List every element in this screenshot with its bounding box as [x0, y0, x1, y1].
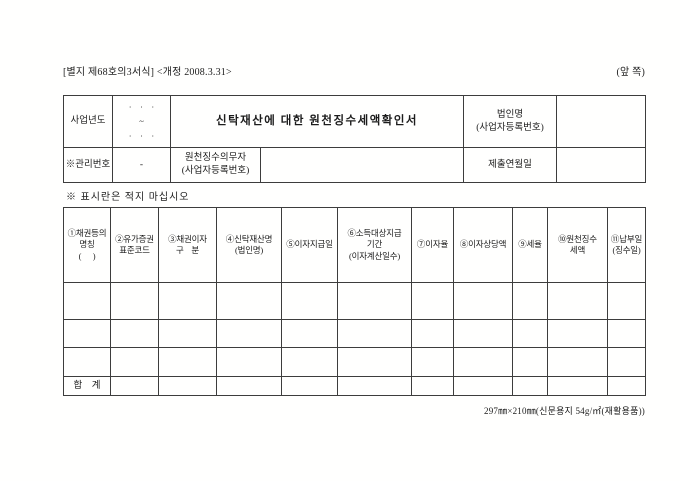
withholding-detail-table: ①채권등의 명칭 ( ) ②유가증권 표준코드 ③채권이자 구 분 ④신탁재산명… [63, 207, 646, 396]
cell-empty [337, 347, 412, 377]
cell-empty [281, 376, 338, 396]
col-header-security-code: ②유가증권 표준코드 [110, 207, 159, 283]
cell-empty [453, 319, 513, 348]
cell-empty [512, 282, 548, 320]
total-row-label: 합 계 [63, 376, 111, 396]
cell-empty [63, 347, 111, 377]
cell-empty [411, 282, 454, 320]
cell-empty [607, 376, 646, 396]
cell-empty [411, 347, 454, 377]
cell-empty [453, 282, 513, 320]
cell-empty [337, 319, 412, 348]
paper-spec-footer: 297㎜×210㎜(신문용지 54g/㎡(재활용품)) [484, 406, 645, 416]
info-row-mgmt-no: ※관리번호 - 원천징수의무자 (사업자등록번호) 제출연월일 [63, 147, 646, 183]
col-header-interest-payment-date: ⑤이자지급일 [281, 207, 338, 283]
cell-empty [63, 282, 111, 320]
withholding-agent-label: 원천징수의무자 (사업자등록번호) [170, 147, 261, 183]
cell-empty [411, 376, 454, 396]
cell-empty [547, 282, 608, 320]
col-header-interest-amount: ⑧이자상당액 [453, 207, 513, 283]
table-row [63, 282, 646, 320]
cell-empty [512, 376, 548, 396]
business-year-label: 사업년도 [63, 95, 113, 148]
cell-empty [281, 347, 338, 377]
cell-empty [337, 282, 412, 320]
form-title: 신탁재산에 대한 원천징수세액확인서 [170, 95, 464, 148]
cell-empty [110, 319, 159, 348]
col-header-tax-rate: ⑨세율 [512, 207, 548, 283]
corp-name-value [556, 95, 646, 148]
cell-empty [110, 376, 159, 396]
cell-empty [158, 376, 217, 396]
form-reference: [별지 제68호의3서식] <개정 2008.3.31> [63, 67, 232, 78]
cell-empty [216, 347, 282, 377]
submission-date-label: 제출연월일 [463, 147, 557, 183]
cell-empty [281, 282, 338, 320]
col-header-interest-rate: ⑦이자율 [411, 207, 454, 283]
detail-header-row: ①채권등의 명칭 ( ) ②유가증권 표준코드 ③채권이자 구 분 ④신탁재산명… [63, 207, 646, 283]
note-do-not-write: ※ 표시란은 적지 마십시오 [66, 192, 190, 203]
col-header-income-period: ⑥소득대상지급 기간 (이자계산일수) [337, 207, 412, 283]
mgmt-no-label: ※관리번호 [63, 147, 113, 183]
table-row [63, 319, 646, 348]
info-row-business-year: 사업년도 · · · ~ · · · 신탁재산에 대한 원천징수세액확인서 법인… [63, 95, 646, 148]
col-header-bond-interest-type: ③채권이자 구 분 [158, 207, 217, 283]
cell-empty [453, 376, 513, 396]
col-header-bond-name: ①채권등의 명칭 ( ) [63, 207, 111, 283]
cell-empty [547, 376, 608, 396]
col-header-withholding-tax: ⑩원천징수 세액 [547, 207, 608, 283]
col-header-trust-property-name: ④신탁재산명 (법인명) [216, 207, 282, 283]
page-side-label: (앞 쪽) [616, 67, 645, 78]
cell-empty [512, 319, 548, 348]
mgmt-no-value: - [112, 147, 171, 183]
corp-name-label: 법인명 (사업자등록번호) [463, 95, 557, 148]
cell-empty [216, 282, 282, 320]
cell-empty [607, 319, 646, 348]
cell-empty [512, 347, 548, 377]
cell-empty [158, 319, 217, 348]
cell-empty [607, 347, 646, 377]
cell-empty [216, 319, 282, 348]
withholding-agent-value [260, 147, 464, 183]
cell-empty [607, 282, 646, 320]
total-row: 합 계 [63, 376, 646, 396]
top-reference-line: [별지 제68호의3서식] <개정 2008.3.31> (앞 쪽) [63, 63, 645, 78]
cell-empty [216, 376, 282, 396]
cell-empty [411, 319, 454, 348]
col-header-payment-date: ⑪납부일 (징수일) [607, 207, 646, 283]
cell-empty [337, 376, 412, 396]
cell-empty [110, 282, 159, 320]
business-year-value: · · · ~ · · · [112, 95, 171, 148]
cell-empty [110, 347, 159, 377]
table-row [63, 347, 646, 377]
cell-empty [158, 282, 217, 320]
cell-empty [547, 319, 608, 348]
cell-empty [281, 319, 338, 348]
submission-date-value [556, 147, 646, 183]
cell-empty [547, 347, 608, 377]
cell-empty [63, 319, 111, 348]
cell-empty [158, 347, 217, 377]
cell-empty [453, 347, 513, 377]
info-table: 사업년도 · · · ~ · · · 신탁재산에 대한 원천징수세액확인서 법인… [63, 95, 646, 183]
